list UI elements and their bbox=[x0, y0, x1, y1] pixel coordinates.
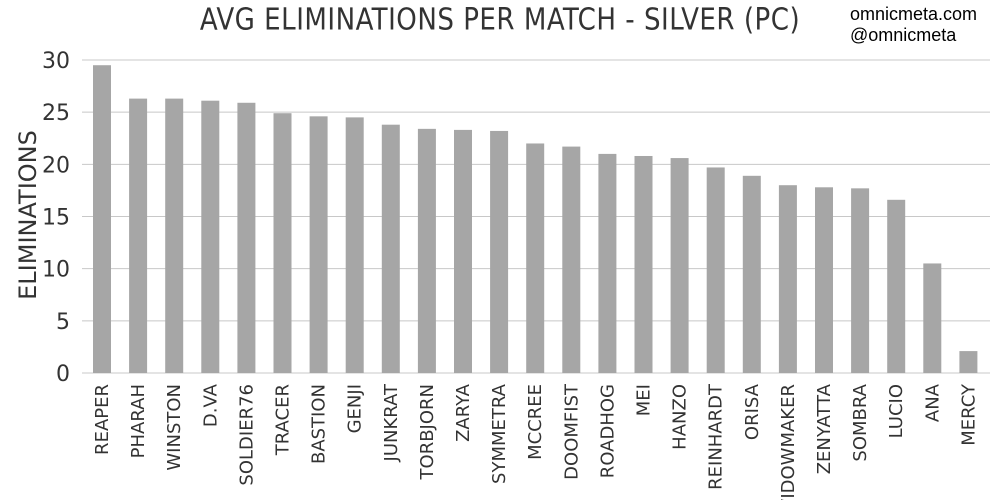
brand-site: omnicmeta.com bbox=[850, 4, 978, 24]
bar bbox=[273, 113, 292, 374]
x-tick-label: MCCREE bbox=[525, 384, 546, 460]
x-tick-label: MEI bbox=[634, 384, 655, 416]
bar bbox=[598, 153, 617, 373]
x-tick-label: DOOMFIST bbox=[561, 383, 582, 480]
bar bbox=[490, 130, 509, 373]
bar bbox=[129, 98, 148, 373]
bar bbox=[309, 116, 328, 373]
bar bbox=[345, 117, 364, 373]
brand-block: omnicmeta.com @omnicmeta bbox=[850, 4, 977, 46]
x-tick-label: GENJI bbox=[345, 384, 366, 433]
x-tick-label: WINSTON bbox=[164, 384, 185, 471]
bar bbox=[526, 143, 545, 373]
chart-title: AVG ELIMINATIONS PER MATCH - SILVER (PC) bbox=[199, 1, 801, 37]
bar bbox=[201, 100, 220, 373]
x-tick-label: TRACER bbox=[273, 384, 294, 456]
y-tick-label: 5 bbox=[56, 310, 70, 335]
bar bbox=[634, 155, 653, 373]
bar bbox=[923, 263, 942, 373]
x-tick-label: LUCIO bbox=[886, 384, 907, 438]
y-tick-label: 20 bbox=[42, 153, 70, 178]
x-tick-label: JUNKRAT bbox=[381, 383, 402, 462]
x-tick-label: REINHARDT bbox=[706, 383, 727, 490]
x-tick-label: HANZO bbox=[670, 384, 691, 450]
x-tick-label: ANA bbox=[922, 383, 943, 422]
bar bbox=[815, 187, 833, 373]
y-axis-label: ELIMINATIONS bbox=[14, 130, 42, 300]
bar bbox=[237, 102, 256, 373]
x-tick-labels: REAPER PHARAH WINSTON D.VA SOLDIER76 TRACER BA… bbox=[92, 383, 979, 500]
x-tick-label: SOMBRA bbox=[850, 383, 871, 461]
bar bbox=[742, 175, 761, 373]
bar bbox=[562, 146, 581, 373]
bar bbox=[381, 124, 400, 373]
bar bbox=[851, 188, 870, 373]
x-tick-label: SOLDIER76 bbox=[236, 384, 257, 486]
x-tick-label: SYMMETRA bbox=[489, 383, 510, 484]
bars bbox=[93, 65, 978, 374]
bar bbox=[165, 98, 184, 373]
y-tick-label: 10 bbox=[42, 258, 70, 283]
x-tick-label: TORBJORN bbox=[417, 384, 438, 480]
bar bbox=[959, 351, 978, 373]
x-tick-label: ROADHOG bbox=[597, 384, 618, 478]
x-tick-label: ORISA bbox=[742, 383, 763, 440]
bar bbox=[454, 129, 472, 373]
x-tick-label: PHARAH bbox=[128, 384, 149, 458]
x-tick-label: WIDOWMAKER bbox=[778, 384, 799, 500]
y-tick-label: 25 bbox=[42, 101, 70, 126]
x-tick-label: MERCY bbox=[958, 383, 979, 446]
y-tick-labels: 0 5 10 15 20 25 30 bbox=[42, 49, 70, 387]
bar bbox=[778, 185, 797, 373]
x-tick-label: ZENYATTA bbox=[814, 383, 835, 474]
bar bbox=[417, 128, 436, 373]
bar bbox=[670, 158, 689, 373]
y-tick-label: 30 bbox=[42, 49, 70, 74]
x-tick-label: D.VA bbox=[200, 383, 221, 427]
bar bbox=[706, 167, 725, 373]
x-tick-label: ZARYA bbox=[453, 383, 474, 442]
x-tick-label: REAPER bbox=[92, 384, 113, 455]
bar bbox=[887, 199, 906, 373]
x-tick-label: BASTION bbox=[309, 384, 330, 464]
y-tick-label: 0 bbox=[56, 362, 70, 387]
y-tick-label: 15 bbox=[42, 206, 70, 231]
brand-handle: @omnicmeta bbox=[850, 25, 957, 45]
bar bbox=[93, 65, 111, 373]
